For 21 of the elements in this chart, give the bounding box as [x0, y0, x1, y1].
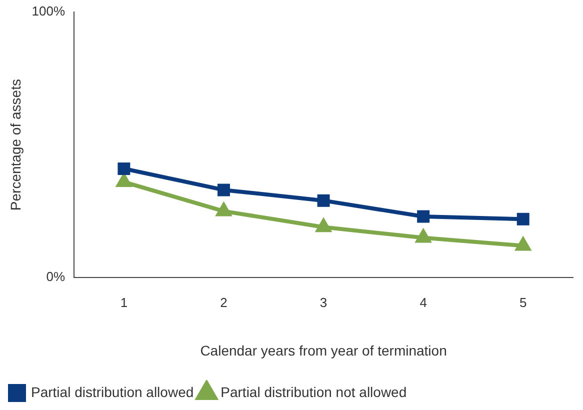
- y-tick-label: 0%: [46, 269, 66, 284]
- point: [516, 238, 530, 251]
- point: [516, 212, 530, 226]
- point: [316, 219, 331, 232]
- legend-label: Partial distribution not allowed: [220, 384, 407, 400]
- point: [216, 203, 231, 216]
- point: [116, 174, 132, 187]
- point: [317, 194, 330, 207]
- x-tick-label: 2: [220, 294, 228, 310]
- point: [217, 184, 230, 196]
- legend-label: Partial distribution allowed: [31, 384, 194, 400]
- y-axis-title: Percentage of assets: [7, 79, 24, 211]
- x-tick-label: 3: [320, 294, 328, 310]
- point: [416, 230, 431, 243]
- point: [417, 210, 430, 223]
- y-tick-label: 100%: [32, 4, 66, 19]
- x-tick-label: 5: [519, 294, 527, 310]
- x-tick-label: 1: [120, 294, 128, 310]
- x-axis-title: Calendar years from year of termination: [200, 342, 447, 358]
- point: [118, 162, 130, 175]
- x-tick-label: 4: [420, 294, 427, 310]
